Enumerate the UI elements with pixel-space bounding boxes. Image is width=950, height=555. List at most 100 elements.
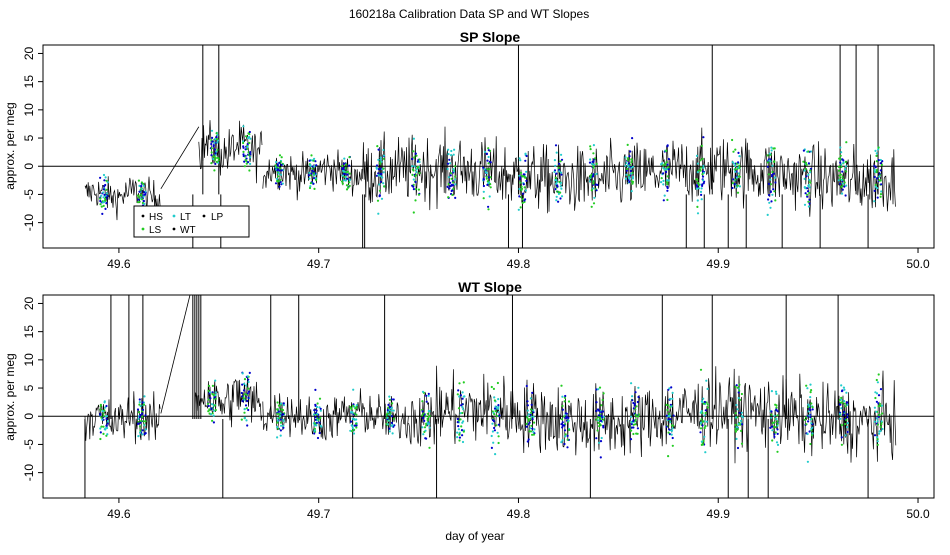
series-hs-point (737, 161, 740, 164)
series-hs-point (375, 164, 379, 167)
series-lt-point (555, 195, 558, 198)
series-ls-point (244, 158, 247, 161)
series-hs-point (276, 163, 279, 166)
series-lt-point (532, 415, 535, 418)
series-ls-point (497, 435, 500, 438)
series-ls-point (875, 169, 879, 172)
series-lt-point (703, 414, 706, 417)
series-ls-point (355, 406, 358, 409)
series-wt-line (84, 365, 897, 464)
series-lt-point (843, 388, 846, 391)
series-lt-point (734, 164, 737, 167)
series-ls-point (341, 182, 344, 185)
series-ls-point (458, 433, 461, 436)
series-ls-point (696, 181, 700, 185)
series-hs-point (243, 160, 246, 163)
series-ls-point (595, 418, 598, 421)
series-lt-point (102, 191, 105, 194)
series-lt-point (391, 424, 394, 427)
series-ls-point (880, 163, 884, 167)
y-tick-label: -5 (22, 439, 36, 450)
y-axis: -10 -5 0 5 10 15 20 (22, 296, 43, 481)
series-ls-point (881, 412, 884, 415)
series-hs-point (632, 426, 635, 429)
series-lt-point (803, 169, 806, 172)
series-lt-point (529, 397, 533, 400)
series-ls-point (626, 143, 629, 146)
series-ls-point (589, 145, 592, 148)
series-lt-point (590, 162, 594, 165)
series-lt-point (492, 441, 495, 444)
series-lt-point (243, 382, 246, 385)
series-lt-point (846, 403, 849, 406)
series-lt-point (382, 154, 385, 157)
series-hs-point (556, 185, 559, 188)
series-ls-point (141, 198, 144, 201)
series-ls-point (665, 149, 668, 152)
series-lt-point (382, 171, 385, 174)
series-ls-point (592, 152, 595, 155)
series-hs-point (141, 429, 144, 432)
series-lt-point (142, 184, 145, 187)
series-hs-point (448, 158, 451, 161)
series-hs-point (876, 177, 879, 180)
series-lt-point (457, 428, 460, 431)
series-hs-point (449, 174, 452, 177)
series-ls-point (529, 417, 532, 420)
series-ls-point (489, 183, 492, 186)
series-ls-point (740, 392, 744, 396)
series-hs-point (807, 420, 810, 423)
series-ls-point (667, 431, 670, 434)
y-axis-label: approx. per meg (3, 102, 17, 189)
series-lt-point (696, 171, 699, 174)
series-lt-point (702, 179, 705, 182)
series-hs-point (103, 179, 106, 182)
series-hs-point (493, 407, 497, 410)
series-ls-point (245, 162, 248, 165)
series-ls-point (520, 185, 523, 188)
series-ls-point (666, 183, 669, 186)
series-ls-point (666, 175, 669, 178)
series-ls-point (341, 164, 344, 168)
series-ls-point (521, 175, 524, 178)
series-lt-point (485, 171, 488, 175)
series-ls-point (355, 422, 358, 425)
series-hs-point (846, 430, 849, 434)
series-lt-point (412, 137, 415, 140)
series-ls-point (773, 190, 776, 193)
series-hs-point (876, 196, 879, 199)
plot-clip (43, 45, 934, 248)
series-lt-point (208, 391, 212, 394)
series-lt-point (344, 176, 347, 179)
series-hs-point (307, 174, 310, 177)
series-ls-point (247, 387, 250, 390)
series-ls-point (412, 211, 415, 214)
series-lt-point (241, 372, 244, 375)
series-hs-point (873, 175, 876, 179)
series-ls-point (696, 178, 699, 181)
series-ls-point (771, 439, 774, 442)
series-ls-point (810, 389, 813, 392)
series-ls-point (207, 410, 210, 413)
series-lt-point (739, 419, 743, 422)
series-lt-point (210, 129, 214, 132)
series-lt-point (245, 384, 248, 387)
series-ls-point (105, 434, 108, 437)
series-hs-point (597, 414, 601, 417)
series-hs-point (456, 417, 459, 421)
series-ls-point (313, 172, 316, 175)
series-ls-point (844, 423, 847, 426)
series-lt-point (841, 182, 845, 185)
series-ls-point (635, 432, 638, 435)
series-ls-point (348, 181, 351, 184)
series-lt-point (876, 420, 879, 423)
y-tick-label: -10 (22, 464, 36, 482)
series-ls-point (560, 418, 564, 421)
series-ls-point (210, 151, 213, 154)
series-lt-point (879, 430, 882, 433)
y-tick-label: 0 (22, 163, 36, 170)
series-lt-point (424, 429, 427, 432)
series-lt-point (426, 422, 430, 425)
series-lt-point (771, 164, 774, 167)
series-lt-point (700, 198, 703, 201)
